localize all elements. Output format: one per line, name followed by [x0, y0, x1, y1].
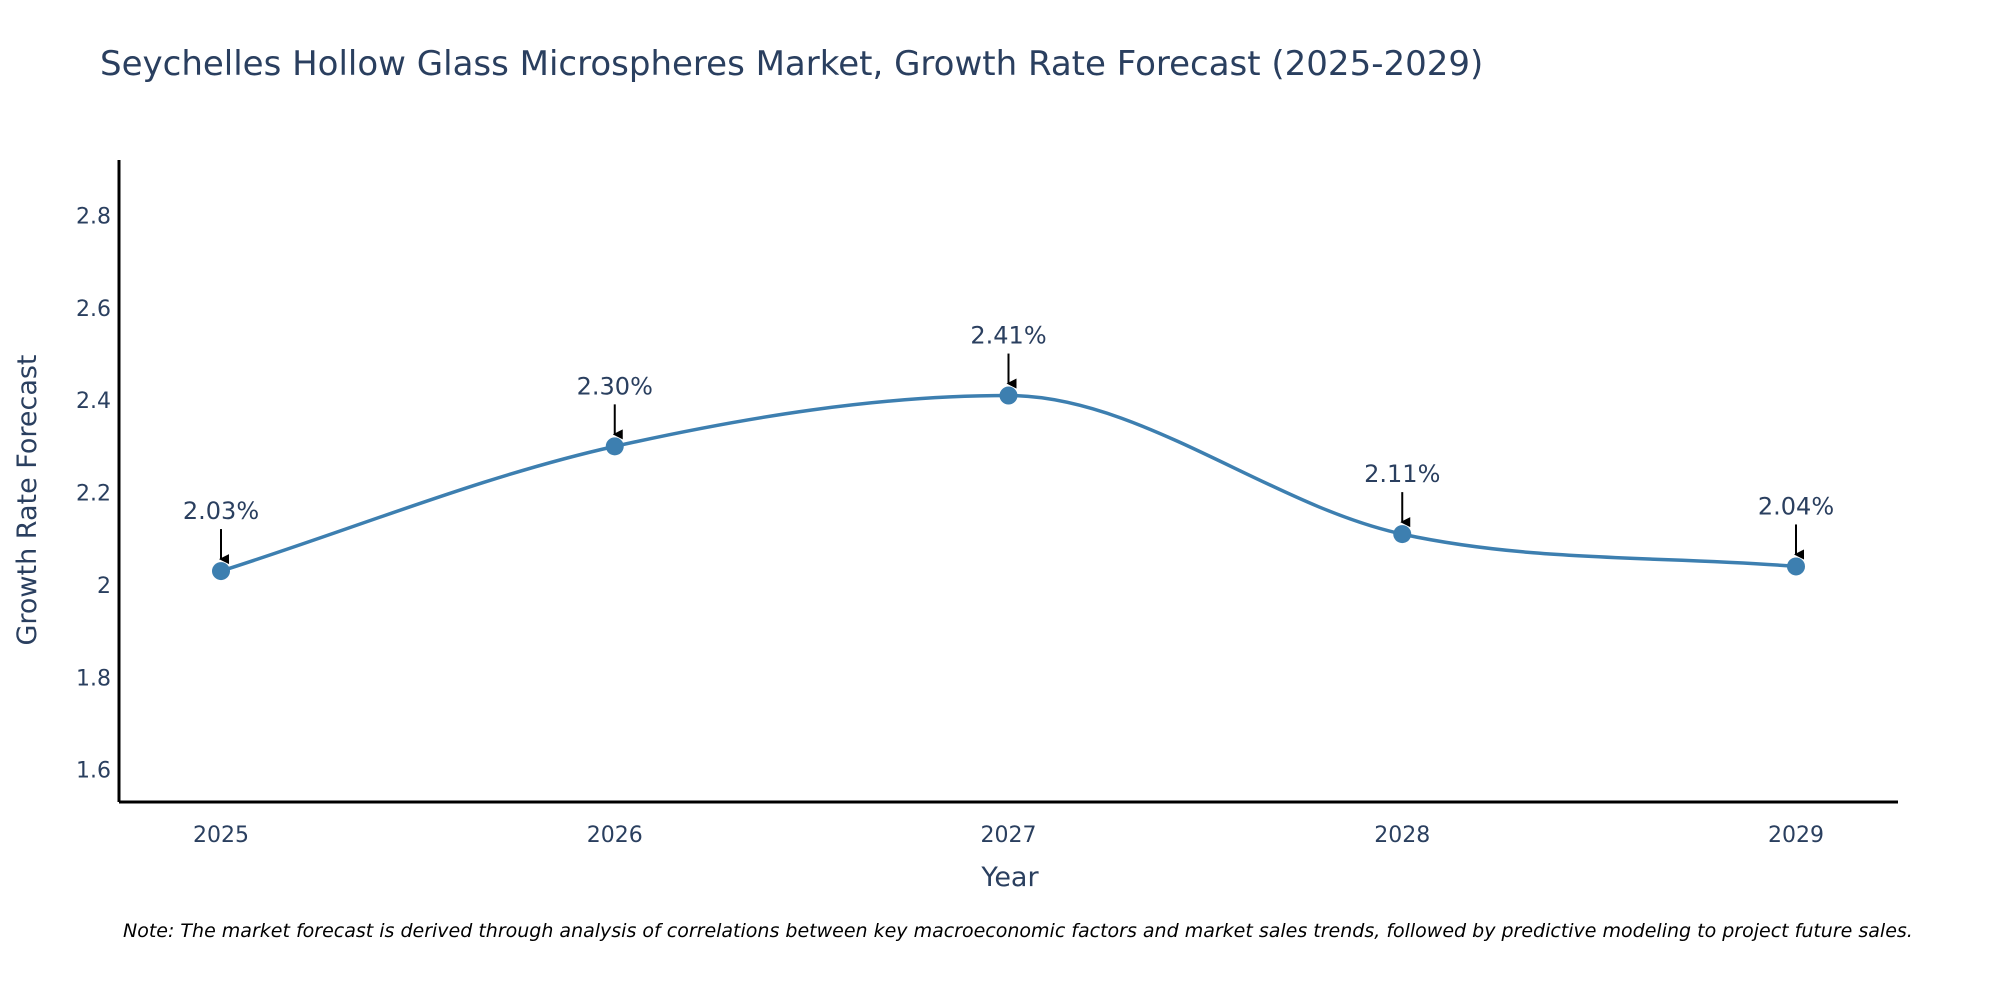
x-tick-label: 2028 — [1374, 823, 1430, 848]
y-tick-label: 2.6 — [76, 297, 111, 322]
y-tick-label: 1.8 — [76, 666, 111, 691]
x-tick-label: 2025 — [193, 823, 249, 848]
data-label: 2.03% — [183, 497, 259, 525]
data-point — [1393, 525, 1412, 544]
data-point — [999, 386, 1018, 405]
x-tick-label: 2026 — [587, 823, 643, 848]
series-layer — [220, 393, 1797, 573]
data-point — [605, 437, 624, 456]
data-label: 2.11% — [1364, 460, 1440, 488]
axes — [117, 160, 1898, 804]
series-line — [220, 393, 1797, 573]
data-point — [1787, 557, 1805, 576]
data-label: 2.41% — [970, 322, 1046, 350]
chart-note: Note: The market forecast is derived thr… — [123, 920, 1913, 942]
data-label: 2.30% — [577, 372, 653, 400]
chart-title: Seychelles Hollow Glass Microspheres Mar… — [100, 44, 1484, 84]
y-tick-label: 1.6 — [76, 759, 111, 784]
y-tick-label: 2.8 — [76, 204, 111, 229]
x-tick-label: 2027 — [981, 823, 1037, 848]
x-axis-title: Year — [980, 862, 1039, 893]
y-tick-label: 2 — [97, 574, 111, 599]
x-tick-label: 2029 — [1768, 823, 1824, 848]
annotation-layer: 2.03% 2.30% 2.41% 2.11% 2.04% — [183, 322, 1834, 565]
x-axis-ticks: 2025 2026 2027 2028 2029 — [193, 823, 1824, 848]
y-axis-ticks: 1.6 1.8 2 2.2 2.4 2.6 2.8 — [76, 204, 111, 783]
data-point — [212, 562, 230, 581]
data-label: 2.04% — [1758, 492, 1834, 520]
y-tick-label: 2.2 — [76, 482, 111, 507]
y-tick-label: 2.4 — [76, 389, 111, 414]
y-axis-title: Growth Rate Forecast — [12, 354, 43, 645]
marker-layer — [212, 386, 1805, 581]
